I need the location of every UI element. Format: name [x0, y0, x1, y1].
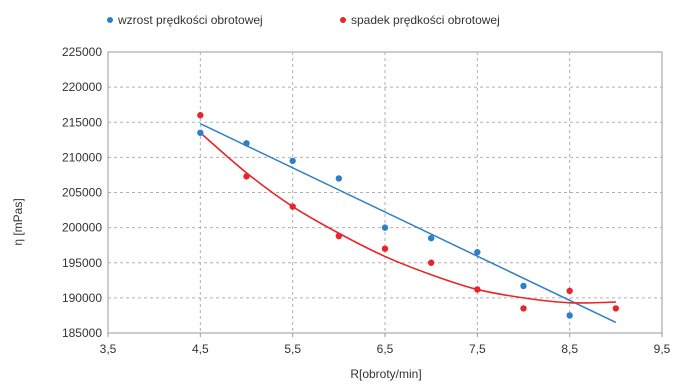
y-tick-label: 200000: [62, 221, 102, 235]
legend: wzrost prędkości obrotowej spadek prędko…: [107, 13, 500, 27]
x-axis-title: R[obroty/min]: [350, 367, 421, 381]
y-tick-label: 190000: [62, 291, 102, 305]
data-point-spadek: [381, 245, 389, 252]
data-point-wzrost: [566, 312, 573, 319]
trendlines: [199, 122, 617, 324]
data-point-spadek: [197, 112, 204, 119]
data-point-wzrost: [197, 129, 204, 136]
legend-label-spadek: spadek prędkości obrotowej: [351, 13, 500, 27]
data-point-wzrost: [381, 224, 389, 231]
data-point-wzrost: [474, 249, 481, 256]
y-tick-label: 185000: [62, 326, 102, 340]
data-point-wzrost: [520, 282, 527, 290]
y-tick-label: 205000: [62, 186, 102, 200]
y-tick-label: 215000: [62, 115, 102, 129]
legend-label-wzrost: wzrost prędkości obrotowej: [117, 13, 263, 27]
y-tick-label: 220000: [62, 80, 102, 94]
x-tick-label: 9,5: [654, 342, 671, 356]
data-points: [197, 112, 620, 319]
data-point-wzrost: [427, 234, 435, 242]
trendline-spadek: [199, 132, 616, 304]
trendline-wzrost: [200, 122, 617, 324]
data-point-spadek: [427, 259, 435, 266]
data-point-spadek: [520, 305, 527, 312]
data-point-wzrost: [243, 140, 250, 147]
data-point-spadek: [474, 286, 481, 293]
x-tick-label: 4,5: [192, 342, 209, 356]
y-tick-label: 210000: [62, 150, 102, 164]
x-tick-label: 8,5: [561, 342, 578, 356]
legend-entry-spadek: spadek prędkości obrotowej: [340, 13, 500, 27]
y-tick-label: 225000: [62, 45, 102, 59]
y-axis-title: η [mPas]: [11, 198, 25, 245]
y-axis-ticks: 185000 190000 195000 200000 205000 210000 2150…: [62, 45, 102, 340]
data-point-spadek: [335, 232, 343, 240]
data-point-spadek: [612, 305, 620, 312]
legend-marker-spadek: [340, 17, 346, 23]
data-point-wzrost: [289, 157, 296, 165]
y-tick-label: 195000: [62, 256, 102, 270]
data-point-spadek: [243, 173, 250, 180]
data-point-wzrost: [335, 175, 343, 182]
x-tick-label: 7,5: [469, 342, 486, 356]
data-point-spadek: [566, 287, 573, 295]
legend-entry-wzrost: wzrost prędkości obrotowej: [107, 13, 263, 27]
x-tick-label: 6,5: [377, 342, 394, 356]
legend-marker-wzrost: [107, 17, 113, 23]
x-tick-label: 5,5: [284, 342, 301, 356]
data-point-spadek: [289, 203, 296, 210]
x-tick-label: 3,5: [100, 342, 117, 356]
x-axis-ticks: 3,5 4,5 5,5 6,5 7,5 8,5 9,5: [100, 342, 671, 356]
